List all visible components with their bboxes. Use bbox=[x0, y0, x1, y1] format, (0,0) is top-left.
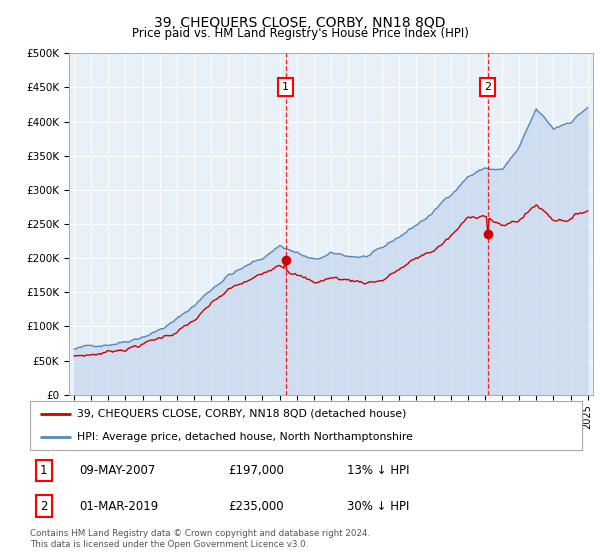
Text: HPI: Average price, detached house, North Northamptonshire: HPI: Average price, detached house, Nort… bbox=[77, 432, 413, 442]
Text: 2: 2 bbox=[40, 500, 47, 512]
Text: 30% ↓ HPI: 30% ↓ HPI bbox=[347, 500, 410, 512]
Text: 2: 2 bbox=[484, 82, 491, 92]
Text: 13% ↓ HPI: 13% ↓ HPI bbox=[347, 464, 410, 477]
Text: Price paid vs. HM Land Registry's House Price Index (HPI): Price paid vs. HM Land Registry's House … bbox=[131, 27, 469, 40]
Text: 01-MAR-2019: 01-MAR-2019 bbox=[80, 500, 159, 512]
Text: 09-MAY-2007: 09-MAY-2007 bbox=[80, 464, 156, 477]
Text: Contains HM Land Registry data © Crown copyright and database right 2024.
This d: Contains HM Land Registry data © Crown c… bbox=[30, 529, 370, 549]
Text: £197,000: £197,000 bbox=[229, 464, 284, 477]
Text: £235,000: £235,000 bbox=[229, 500, 284, 512]
Text: 39, CHEQUERS CLOSE, CORBY, NN18 8QD (detached house): 39, CHEQUERS CLOSE, CORBY, NN18 8QD (det… bbox=[77, 409, 406, 419]
Text: 1: 1 bbox=[282, 82, 289, 92]
Text: 39, CHEQUERS CLOSE, CORBY, NN18 8QD: 39, CHEQUERS CLOSE, CORBY, NN18 8QD bbox=[154, 16, 446, 30]
Text: 1: 1 bbox=[40, 464, 47, 477]
